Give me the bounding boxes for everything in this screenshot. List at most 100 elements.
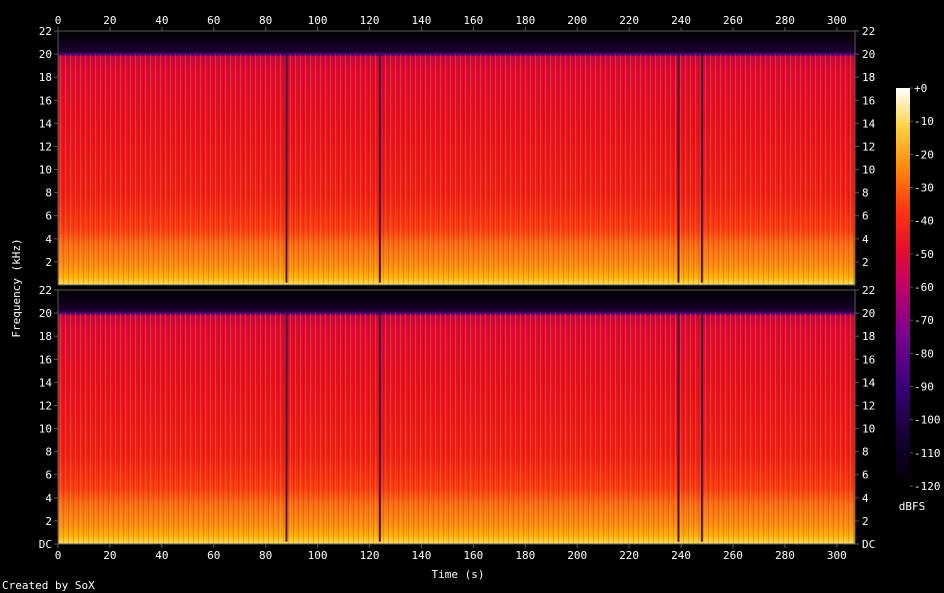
x-tick-label-bottom: 120	[360, 549, 380, 562]
x-tick-label-top: 300	[827, 14, 847, 27]
y-tick-label-right: 4	[862, 233, 869, 246]
y-tick-label-right: 20	[862, 307, 875, 320]
spectrogram-panels	[57, 30, 856, 545]
colorbar: +0 -10 -20 -30 -40 -50 -60 -70 -80 -90 -100 -110 -12…	[896, 82, 941, 493]
channel-2-dark-gap-3	[700, 313, 703, 542]
channel-1-frame	[57, 30, 856, 286]
y-tick-label-right: 16	[862, 353, 875, 366]
channel-panel-1	[57, 30, 856, 286]
x-axis-bottom: 0 20 40 60 80 100 120 140 160 180 200 220 240 260 280 3…	[55, 544, 847, 562]
y-tick-label-left: 4	[45, 492, 52, 505]
y-tick-label-left: 8	[45, 187, 52, 200]
x-tick-label-bottom: 20	[103, 549, 116, 562]
channel-panel-2	[57, 289, 856, 545]
channel-1-dark-gap-2	[677, 54, 680, 283]
y-tick-label-right: 10	[862, 423, 875, 436]
channel-2-dark-gap-2	[677, 313, 680, 542]
colorbar-tick-label: -70	[914, 314, 934, 327]
y-tick-label-right: 6	[862, 469, 869, 482]
y-axis-label: Frequency (kHz)	[10, 238, 23, 337]
y-axis-left: 2 4 6 8 10 12 14 16 18 20 22 DC 2 4 6 8 10 12 14 16 18 20 22	[39, 25, 58, 551]
y-tick-label-right: 2	[862, 256, 869, 269]
x-tick-label-top: 180	[515, 14, 535, 27]
x-tick-label-bottom: 0	[55, 549, 62, 562]
y-tick-label-right: 6	[862, 210, 869, 223]
channel-1-dark-gap-0	[285, 54, 288, 283]
y-tick-label-right: 22	[862, 25, 875, 38]
colorbar-tick-label: -30	[914, 182, 934, 195]
x-tick-label-top: 100	[308, 14, 328, 27]
x-tick-label-bottom: 80	[259, 549, 272, 562]
y-tick-label-left: 14	[39, 376, 53, 389]
x-tick-label-top: 80	[259, 14, 272, 27]
x-tick-label-bottom: 240	[671, 549, 691, 562]
y-tick-label-right: 22	[862, 284, 875, 297]
x-tick-label-bottom: 60	[207, 549, 220, 562]
y-tick-label-left: 6	[45, 469, 52, 482]
y-tick-label-left: 10	[39, 164, 52, 177]
y-tick-label-right: 8	[862, 446, 869, 459]
y-tick-label-left: 16	[39, 353, 52, 366]
colorbar-tick-label: -80	[914, 347, 934, 360]
x-tick-label-top: 60	[207, 14, 220, 27]
y-tick-label-left: 12	[39, 140, 52, 153]
colorbar-label: dBFS	[899, 500, 926, 513]
y-tick-label-left: 10	[39, 423, 52, 436]
y-tick-label-right: DC	[862, 538, 875, 551]
y-tick-label-left: 18	[39, 330, 52, 343]
x-tick-label-top: 220	[619, 14, 639, 27]
colorbar-tick-label: -20	[914, 148, 934, 161]
x-tick-label-top: 160	[463, 14, 483, 27]
x-tick-label-bottom: 260	[723, 549, 743, 562]
y-tick-label-right: 10	[862, 164, 875, 177]
y-tick-label-left: 8	[45, 446, 52, 459]
channel-1-texture	[58, 54, 855, 285]
x-tick-label-bottom: 140	[412, 549, 432, 562]
x-tick-label-top: 200	[567, 14, 587, 27]
colorbar-tick-label: -100	[914, 414, 941, 427]
colorbar-tick-label: -90	[914, 381, 934, 394]
y-tick-label-right: 12	[862, 140, 875, 153]
y-tick-label-left: 12	[39, 399, 52, 412]
x-tick-label-bottom: 100	[308, 549, 328, 562]
x-tick-label-bottom: 200	[567, 549, 587, 562]
colorbar-tick-label: -10	[914, 115, 934, 128]
y-tick-label-left: 16	[39, 94, 52, 107]
colorbar-tick-label: -50	[914, 248, 934, 261]
x-tick-label-bottom: 40	[155, 549, 168, 562]
y-tick-label-left: 22	[39, 25, 52, 38]
x-tick-label-top: 120	[360, 14, 380, 27]
colorbar-tick-label: -40	[914, 215, 934, 228]
colorbar-tick-label: -110	[914, 447, 941, 460]
y-tick-label-right: 8	[862, 187, 869, 200]
footer-text: Created by SoX	[2, 579, 95, 592]
colorbar-tick-label: -60	[914, 281, 934, 294]
x-axis-label: Time (s)	[432, 568, 485, 581]
colorbar-tick-label: -120	[914, 480, 941, 493]
x-tick-label-top: 140	[412, 14, 432, 27]
y-tick-label-right: 18	[862, 71, 875, 84]
y-tick-label-right: 16	[862, 94, 875, 107]
y-tick-label-left: 14	[39, 117, 53, 130]
y-tick-label-left: 18	[39, 71, 52, 84]
y-tick-label-right: 20	[862, 48, 875, 61]
x-tick-label-top: 20	[103, 14, 116, 27]
colorbar-tick-label: +0	[914, 82, 927, 95]
x-tick-label-bottom: 220	[619, 549, 639, 562]
y-tick-label-right: 4	[862, 492, 869, 505]
x-tick-label-top: 280	[775, 14, 795, 27]
y-tick-label-left: DC	[39, 538, 52, 551]
x-tick-label-top: 260	[723, 14, 743, 27]
x-tick-label-top: 0	[55, 14, 62, 27]
y-tick-label-left: 22	[39, 284, 52, 297]
y-tick-label-left: 20	[39, 48, 52, 61]
x-tick-label-bottom: 160	[463, 549, 483, 562]
y-axis-right: 2 4 6 8 10 12 14 16 18 20 22 DC 2 4 6 8 10 12 14 16 18 20 22	[855, 25, 876, 551]
y-tick-label-right: 12	[862, 399, 875, 412]
x-tick-label-top: 40	[155, 14, 168, 27]
channel-2-texture	[58, 313, 855, 544]
y-tick-label-right: 14	[862, 117, 876, 130]
y-tick-label-right: 18	[862, 330, 875, 343]
y-tick-label-right: 2	[862, 515, 869, 528]
